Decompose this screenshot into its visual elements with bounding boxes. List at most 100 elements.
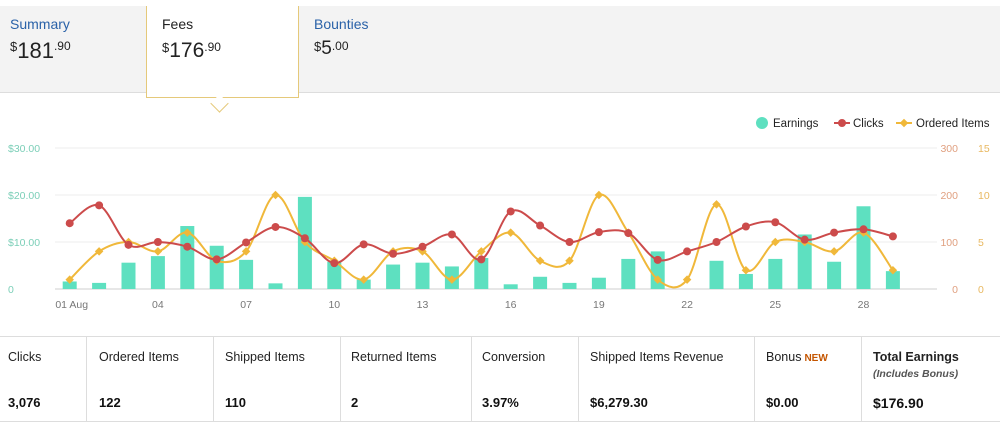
bar	[709, 260, 724, 289]
new-badge: NEW	[804, 353, 828, 364]
stat-label: Clicks	[8, 350, 42, 364]
y-left-tick-label: $10.00	[8, 237, 40, 249]
clicks-point	[95, 201, 104, 210]
ordered-items-point	[447, 275, 457, 284]
ordered-items-point	[94, 247, 104, 256]
y-right-outer-tick-label: 0	[952, 284, 958, 296]
amount-whole: 181	[17, 38, 54, 63]
clicks-point	[124, 240, 133, 249]
bar	[562, 282, 577, 289]
tabs-bar: Summary $181.90 Fees $176.90 Bounties $5…	[0, 6, 1000, 98]
stat-conversion: Conversion 3.97%	[472, 337, 579, 421]
stat-label-text: Bonus	[766, 350, 802, 364]
y-right-inner-tick-label: 10	[978, 190, 990, 202]
x-tick-label: 25	[769, 299, 781, 311]
clicks-point	[741, 222, 750, 231]
clicks-point	[418, 242, 427, 251]
stat-value: 122	[99, 395, 121, 410]
clicks-point	[624, 229, 633, 238]
ordered-items-point	[153, 247, 163, 256]
bar	[180, 226, 195, 289]
bar	[92, 282, 107, 289]
ordered-items-point	[653, 275, 662, 284]
tab-summary-title: Summary	[10, 16, 70, 32]
clicks-point	[212, 255, 221, 264]
y-right-outer-tick-label: 100	[940, 237, 958, 249]
clicks-point	[300, 234, 309, 243]
stat-label: Bonus NEW	[766, 350, 828, 364]
bar	[150, 256, 165, 289]
ordered-items-series-line	[69, 193, 894, 289]
clicks-point	[712, 238, 721, 246]
stat-value: $6,279.30	[590, 395, 648, 410]
clicks-point	[506, 207, 515, 216]
y-left-tick-label: 0	[8, 284, 14, 296]
stat-value: $0.00	[766, 395, 799, 410]
tab-summary[interactable]: Summary $181.90	[0, 6, 146, 92]
clicks-point	[536, 221, 545, 230]
stat-ordered-items: Ordered Items 122	[87, 337, 214, 421]
bar	[209, 245, 224, 289]
amount-fraction: .00	[331, 39, 349, 53]
stat-shipped-items: Shipped Items 110	[214, 337, 341, 421]
stat-label: Conversion	[482, 350, 546, 364]
ordered-items-point	[477, 247, 486, 256]
clicks-point	[888, 232, 897, 241]
clicks-point	[683, 247, 692, 256]
bar	[621, 258, 636, 289]
x-tick-label: 07	[240, 299, 252, 311]
clicks-point	[65, 219, 74, 228]
stat-label: Shipped Items Revenue	[590, 350, 724, 364]
clicks-point	[477, 255, 486, 264]
tab-fees-amount: $176.90	[162, 39, 298, 63]
ordered-items-point	[241, 247, 251, 256]
stat-value: 2	[351, 395, 359, 410]
clicks-point	[565, 238, 574, 246]
bar	[885, 271, 900, 289]
bar	[591, 277, 606, 289]
x-tick-label: 10	[328, 299, 340, 311]
clicks-point	[183, 242, 192, 251]
x-tick-label: 22	[681, 299, 693, 311]
y-left-tick-label: $20.00	[8, 190, 40, 202]
currency-symbol: $	[314, 39, 322, 54]
stat-value: $176.90	[873, 395, 924, 411]
bar	[474, 257, 489, 289]
bar	[768, 258, 783, 289]
bar	[62, 281, 77, 289]
stat-value: 3.97%	[482, 395, 519, 410]
clicks-point	[859, 225, 868, 234]
clicks-point	[153, 238, 162, 246]
earnings-chart: $30.00 $20.00 $10.00 0 300 200 100 0 15 10 5 0 01 Au…	[8, 117, 990, 311]
x-tick-label: 16	[505, 299, 517, 311]
tab-bounties[interactable]: Bounties $5.00	[299, 6, 419, 92]
x-tick-label: 19	[593, 299, 605, 311]
clicks-point	[330, 259, 339, 268]
stats-bar: Clicks 3,076 Ordered Items 122 Shipped I…	[0, 336, 1000, 422]
bar	[356, 279, 371, 289]
currency-symbol: $	[10, 39, 18, 54]
ordered-items-point	[682, 275, 692, 284]
clicks-point	[359, 240, 368, 249]
bar	[121, 262, 136, 289]
stat-total-earnings: Total Earnings (Includes Bonus) $176.90	[862, 337, 1000, 421]
bar	[239, 259, 254, 289]
legend-label: Clicks	[853, 118, 884, 130]
bar	[327, 261, 342, 289]
stat-label: Total Earnings	[873, 350, 959, 364]
amount-fraction: .90	[53, 39, 71, 53]
tab-fees[interactable]: Fees $176.90	[146, 6, 299, 98]
clicks-point	[800, 235, 809, 244]
stat-label: Shipped Items	[225, 350, 305, 364]
stat-sublabel: (Includes Bonus)	[873, 368, 959, 380]
y-right-inner-tick-label: 5	[978, 237, 984, 249]
stat-value: 3,076	[8, 395, 41, 410]
bar	[856, 206, 871, 289]
y-right-inner-tick-label: 0	[978, 284, 984, 296]
amount-whole: 5	[321, 38, 332, 59]
clicks-point	[242, 238, 251, 247]
bar	[797, 234, 812, 289]
x-tick-label: 04	[152, 299, 164, 311]
ordered-items-point	[271, 190, 280, 200]
bar	[738, 273, 753, 289]
